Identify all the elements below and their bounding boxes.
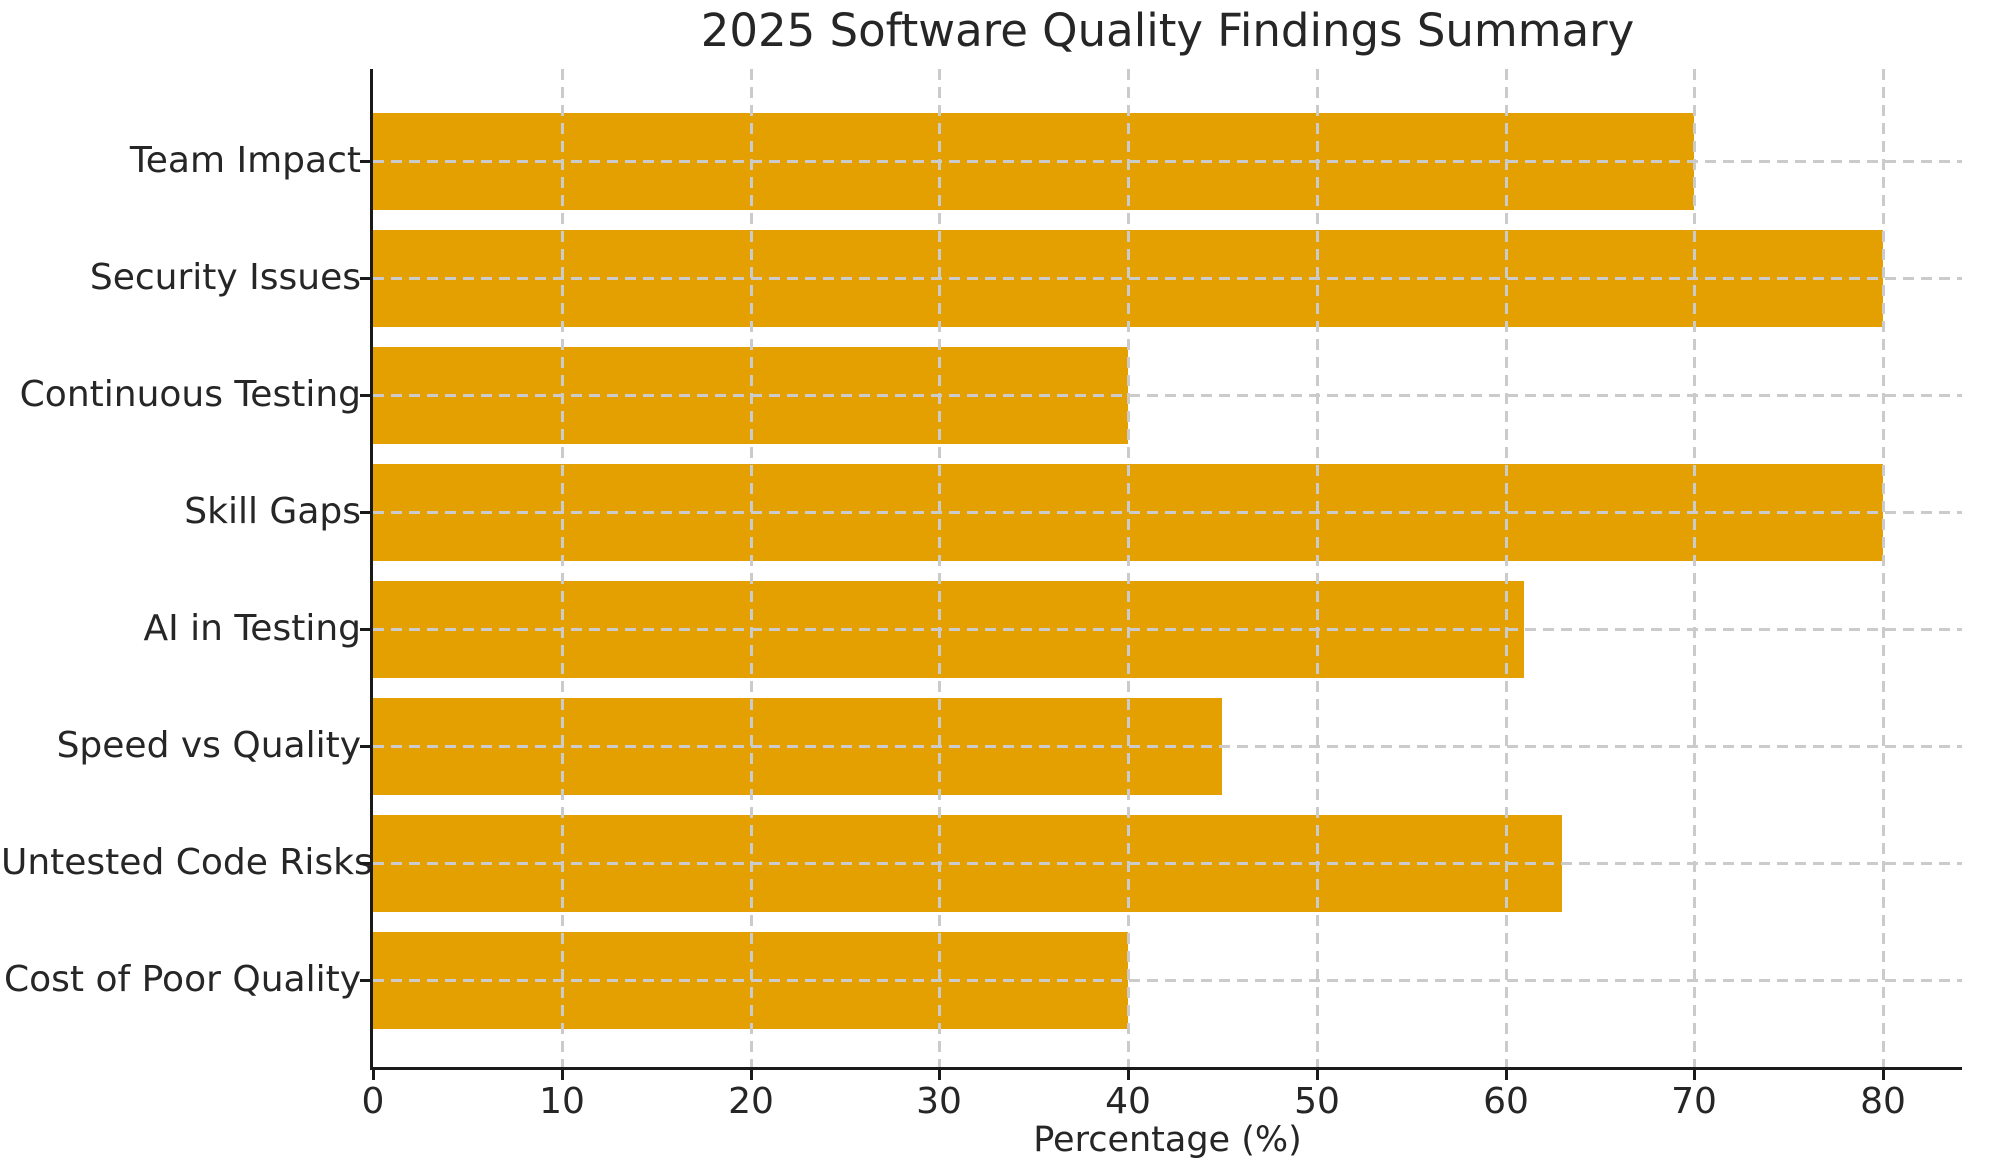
category-label-skill-gaps: Skill Gaps — [184, 491, 361, 532]
x-tick-mark-40 — [1127, 1070, 1130, 1080]
y-tick-mark-security-issues — [360, 277, 370, 280]
gridline-x-10 — [561, 69, 564, 1067]
category-label-continuous-testing: Continuous Testing — [19, 374, 361, 415]
chart-title: 2025 Software Quality Findings Summary — [700, 4, 1635, 57]
gridline-y-team-impact — [373, 160, 1962, 163]
gridline-y-speed-vs-quality — [373, 745, 1962, 748]
x-axis-label: Percentage (%) — [1033, 1120, 1302, 1160]
gridline-y-ai-in-testing — [373, 628, 1962, 631]
x-tick-mark-80 — [1882, 1070, 1885, 1080]
x-tick-mark-30 — [938, 1070, 941, 1080]
x-tick-mark-50 — [1316, 1070, 1319, 1080]
gridline-x-50 — [1316, 69, 1319, 1067]
gridline-x-60 — [1505, 69, 1508, 1067]
category-label-team-impact: Team Impact — [129, 140, 361, 181]
x-tick-label-50: 50 — [1294, 1081, 1340, 1122]
x-tick-label-40: 40 — [1105, 1081, 1151, 1122]
category-label-speed-vs-quality: Speed vs Quality — [56, 725, 361, 766]
y-tick-mark-ai-in-testing — [360, 628, 370, 631]
y-tick-mark-untested-code-risks — [360, 862, 370, 865]
category-label-cost-of-poor-quality: Cost of Poor Quality — [4, 959, 361, 1000]
x-tick-label-20: 20 — [728, 1081, 774, 1122]
y-tick-mark-cost-of-poor-quality — [360, 979, 370, 982]
x-axis-spine — [370, 1067, 1962, 1070]
gridline-x-40 — [1127, 69, 1130, 1067]
y-tick-mark-speed-vs-quality — [360, 745, 370, 748]
x-tick-mark-60 — [1505, 1070, 1508, 1080]
gridline-y-security-issues — [373, 277, 1962, 280]
x-tick-mark-70 — [1693, 1070, 1696, 1080]
x-tick-mark-20 — [750, 1070, 753, 1080]
x-tick-label-70: 70 — [1671, 1081, 1717, 1122]
x-tick-label-10: 10 — [539, 1081, 585, 1122]
x-tick-label-30: 30 — [916, 1081, 962, 1122]
x-tick-label-0: 0 — [361, 1081, 385, 1122]
gridline-x-20 — [750, 69, 753, 1067]
category-label-security-issues: Security Issues — [89, 257, 361, 298]
gridline-y-skill-gaps — [373, 511, 1962, 514]
y-axis-spine — [370, 69, 373, 1070]
gridline-x-70 — [1693, 69, 1696, 1067]
gridline-y-untested-code-risks — [373, 862, 1962, 865]
gridline-x-30 — [938, 69, 941, 1067]
category-label-untested-code-risks: Untested Code Risks — [1, 842, 373, 883]
x-tick-mark-10 — [561, 1070, 564, 1080]
plot-area — [360, 69, 1962, 1080]
gridline-y-cost-of-poor-quality — [373, 979, 1962, 982]
y-tick-mark-continuous-testing — [360, 394, 370, 397]
y-tick-mark-skill-gaps — [360, 511, 370, 514]
x-tick-label-60: 60 — [1483, 1081, 1529, 1122]
gridline-y-continuous-testing — [373, 394, 1962, 397]
y-tick-mark-team-impact — [360, 160, 370, 163]
gridline-x-80 — [1882, 69, 1885, 1067]
x-tick-label-80: 80 — [1860, 1081, 1906, 1122]
category-label-ai-in-testing: AI in Testing — [143, 608, 361, 649]
x-tick-mark-0 — [372, 1070, 375, 1080]
